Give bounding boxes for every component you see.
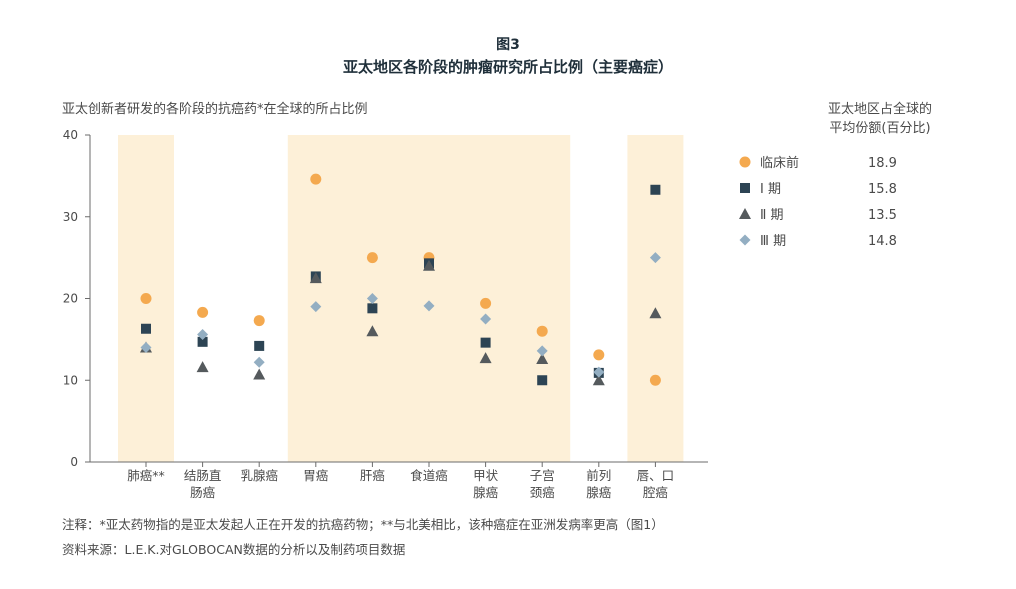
data-point-circle (140, 293, 152, 304)
x-tick-label: 腺癌 (473, 485, 498, 500)
legend-title: 平均份额(百分比) (829, 121, 930, 136)
x-tick-label: 腺癌 (586, 485, 611, 500)
legend-label: Ⅱ 期 (760, 208, 784, 223)
data-point-circle (197, 306, 209, 318)
data-point-circle (310, 173, 322, 185)
data-point-triangle (479, 352, 492, 364)
data-point-square (141, 323, 151, 334)
data-point-diamond (140, 342, 152, 354)
highlight-band (287, 135, 571, 462)
figure-title: 亚太地区各阶段的肿瘤研究所占比例（主要癌症） (342, 58, 673, 76)
scatter-chart: 亚太创新者研发的各阶段的抗癌药*在全球的所占比例 0 10 20 30 40 肺癌** 结… (62, 101, 932, 500)
x-tick-label: 颈癌 (530, 485, 555, 500)
data-point-diamond (253, 356, 265, 368)
data-point-diamond (423, 300, 435, 312)
data-point-triangle (649, 307, 662, 319)
x-tick-label: 食道癌 (410, 468, 448, 483)
x-tick-label: 子宫 (530, 468, 555, 483)
data-point-diamond (366, 293, 378, 304)
footnote: 注释：*亚太药物指的是亚太发起人正在开发的抗癌药物；**与北美相比，该种癌症在亚… (62, 517, 664, 532)
y-tick-label: 0 (70, 455, 78, 469)
data-point-square (480, 337, 491, 348)
x-tick-label: 肺癌** (127, 468, 165, 483)
data-point-diamond (593, 366, 605, 378)
legend-triangle-icon (739, 208, 751, 219)
y-tick-label: 10 (63, 373, 78, 387)
data-point-square (367, 303, 378, 314)
data-point-circle (253, 315, 265, 327)
x-tick-label: 肠癌 (190, 485, 215, 500)
data-point-diamond (310, 301, 322, 313)
x-tick-label: 结肠直 (184, 468, 222, 483)
data-point-square (650, 184, 661, 195)
legend-square-icon (740, 183, 750, 193)
data-point-square (537, 375, 548, 386)
data-point-triangle (366, 325, 379, 337)
legend-average: 18.9 (868, 156, 897, 171)
y-axis-label: 亚太创新者研发的各阶段的抗癌药*在全球的所占比例 (62, 101, 368, 117)
data-point-triangle (423, 259, 435, 271)
data-point-diamond (480, 313, 492, 325)
data-point-diamond (536, 345, 548, 357)
data-point-circle (593, 349, 605, 361)
source-note: 资料来源：L.E.K.对GLOBOCAN数据的分析以及制药项目数据 (62, 542, 406, 557)
data-point-triangle (253, 368, 266, 380)
x-tick-label: 前列 (586, 468, 611, 483)
x-tick-label: 胃癌 (303, 468, 328, 483)
legend-label: Ⅰ 期 (760, 182, 781, 197)
legend-average: 14.8 (868, 234, 897, 249)
x-tick-label: 肝癌 (360, 468, 385, 483)
legend-label: 临床前 (760, 155, 799, 171)
highlight-band (627, 135, 684, 462)
y-tick-label: 40 (63, 128, 78, 142)
data-point-triangle (196, 361, 209, 373)
legend-average: 15.8 (868, 182, 897, 197)
x-tick-label: 乳腺癌 (240, 468, 278, 483)
x-tick-label: 唇、口 (637, 468, 675, 483)
data-point-triangle (309, 272, 322, 284)
data-point-triangle (592, 374, 605, 386)
data-point-square (254, 340, 265, 351)
data-point-circle (366, 252, 378, 264)
data-point-circle (536, 325, 548, 337)
legend-average: 13.5 (868, 208, 897, 223)
data-point-square (197, 336, 208, 347)
y-tick-label: 20 (63, 292, 78, 306)
data-point-circle (480, 297, 492, 309)
legend-title: 亚太地区占全球的 (828, 101, 932, 117)
data-point-circle (649, 374, 661, 386)
x-tick-label: 腔癌 (643, 485, 668, 500)
data-point-diamond (197, 328, 209, 340)
legend-diamond-icon (739, 234, 751, 246)
data-point-triangle (536, 352, 549, 364)
data-point-diamond (649, 252, 661, 264)
y-tick-label: 30 (63, 210, 78, 224)
legend-circle-icon (739, 156, 751, 168)
figure-label: 图3 (496, 37, 520, 53)
x-tick-label: 甲状 (473, 468, 499, 483)
legend-label: Ⅲ 期 (760, 234, 786, 249)
